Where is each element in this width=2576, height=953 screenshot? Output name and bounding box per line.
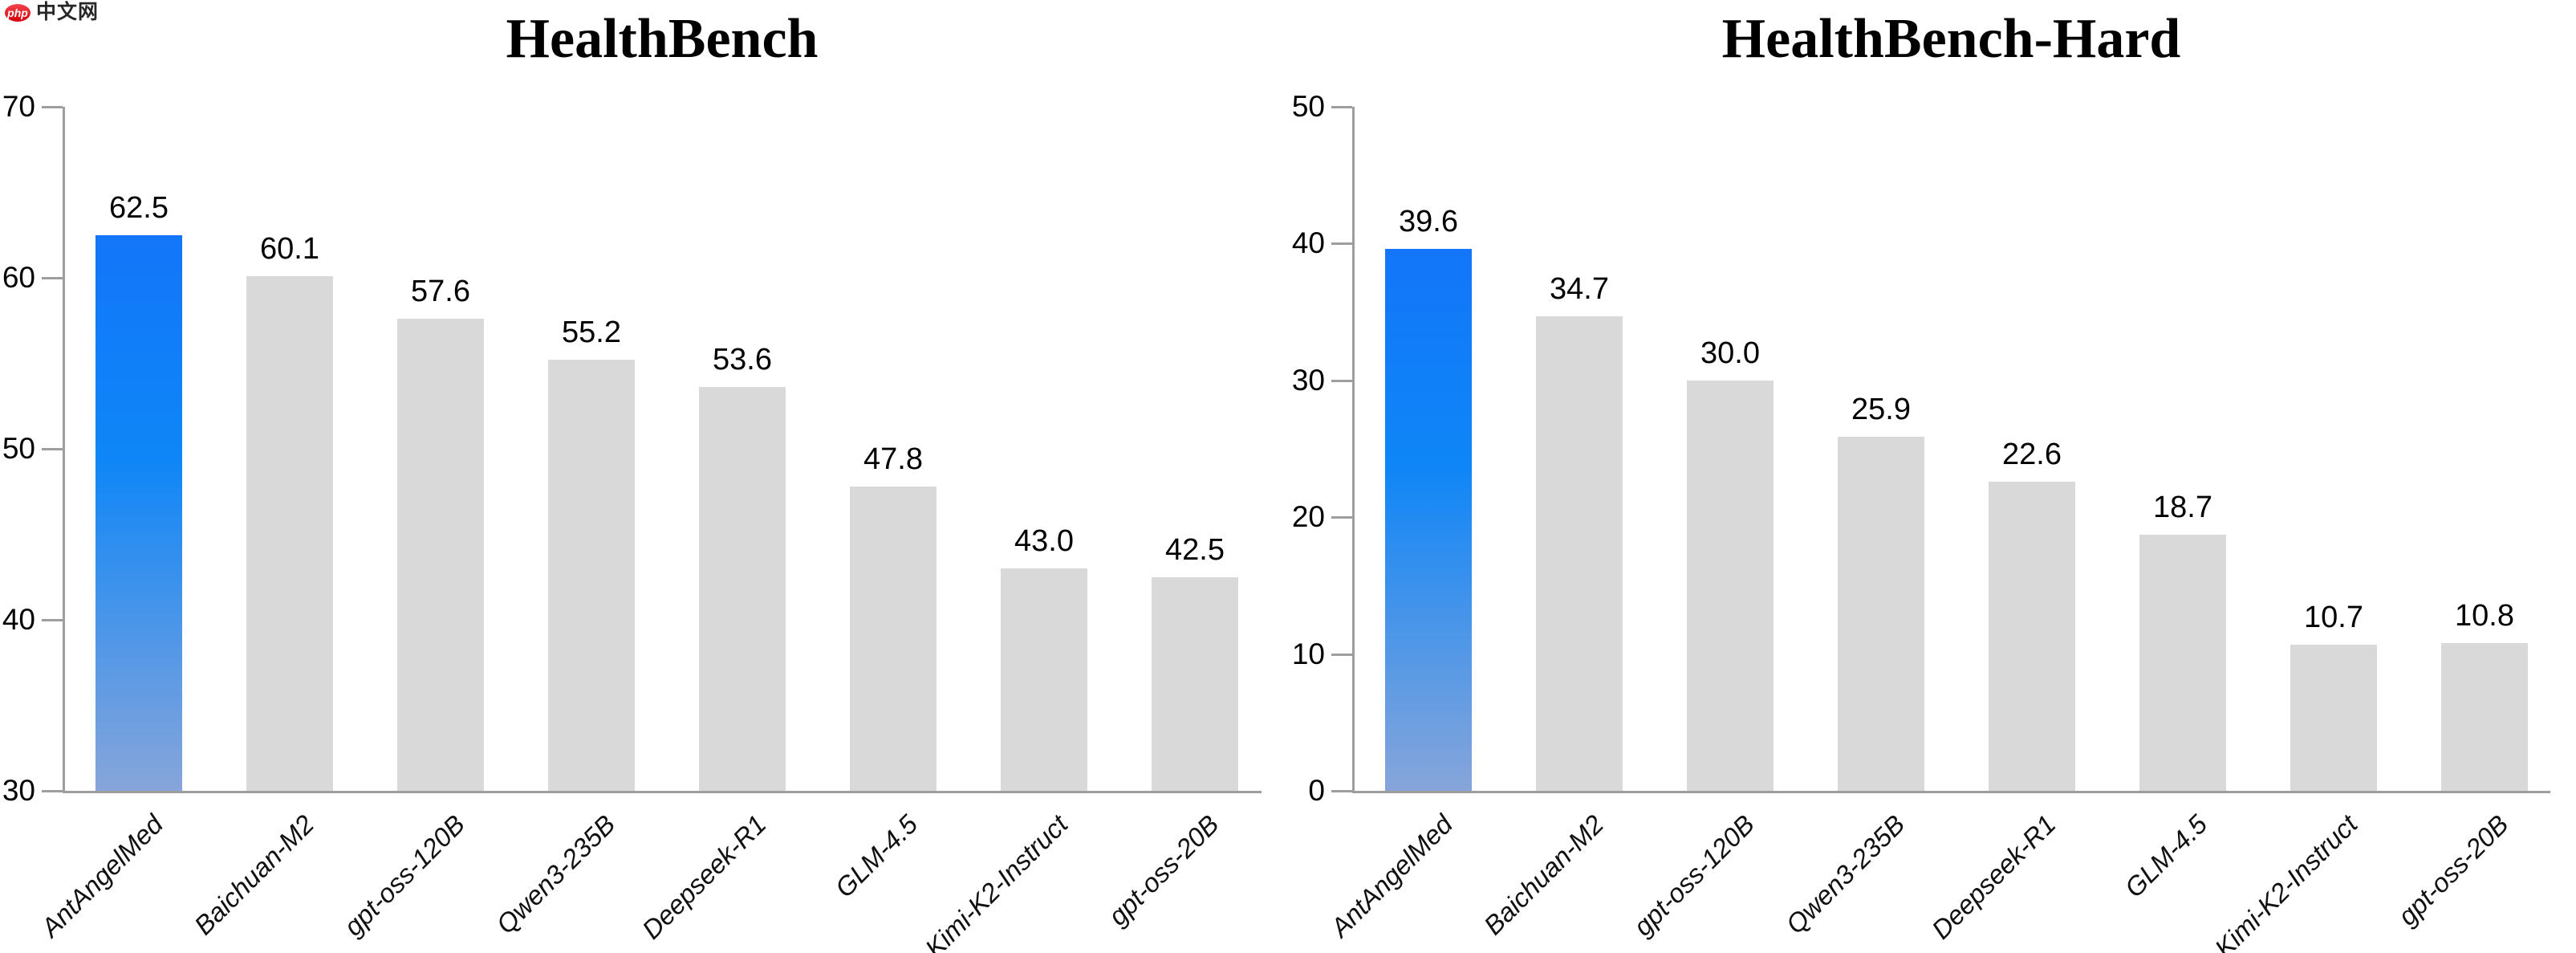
y-axis-tick-label: 0 — [1308, 774, 1325, 807]
bar-value-label: 30.0 — [1700, 336, 1760, 370]
bar-value-label: 62.5 — [109, 190, 169, 225]
bar-Baichuan-M2 — [1536, 316, 1623, 791]
bar-AntAngelMed — [95, 234, 182, 791]
bar-gpt-oss-20B — [1152, 576, 1238, 791]
bar-gpt-oss-20B — [2441, 642, 2528, 791]
bar-Deepseek-R1 — [699, 387, 786, 791]
y-axis-tick-label: 20 — [1291, 500, 1325, 534]
bar-Kimi-K2-Instruct — [1001, 568, 1087, 791]
bar-Deepseek-R1 — [1989, 481, 2075, 791]
y-axis-tick-label: 10 — [1291, 637, 1325, 670]
bar-Baichuan-M2 — [246, 275, 333, 791]
bar-GLM-4.5 — [2139, 535, 2226, 791]
bar-Qwen3-235B — [548, 360, 635, 791]
y-axis-tick — [42, 448, 63, 450]
x-axis-line — [1352, 791, 2550, 793]
bar-value-label: 25.9 — [1851, 392, 1911, 426]
bar-value-label: 53.6 — [713, 343, 772, 377]
y-axis-tick-label: 50 — [1291, 90, 1325, 123]
x-axis-label: Baichuan-M2 — [1477, 808, 1609, 941]
bar-value-label: 18.7 — [2153, 491, 2212, 525]
y-axis-tick — [1331, 379, 1352, 382]
php-logo-badge: php — [5, 3, 30, 22]
y-axis-tick — [1331, 242, 1352, 246]
bar-value-label: 57.6 — [411, 275, 470, 309]
bar-GLM-4.5 — [850, 486, 937, 791]
bar-value-label: 22.6 — [2002, 437, 2062, 471]
y-axis-tick — [42, 106, 63, 108]
bar-value-label: 39.6 — [1399, 205, 1458, 239]
bar-value-label: 10.8 — [2455, 598, 2514, 633]
bar-value-label: 55.2 — [562, 316, 621, 350]
y-axis-tick-label: 70 — [2, 90, 35, 123]
y-axis-tick — [42, 277, 63, 279]
bar-AntAngelMed — [1385, 249, 1472, 791]
x-axis-label: GLM-4.5 — [2118, 808, 2212, 903]
x-axis-label: AntAngelMed — [1324, 808, 1458, 943]
y-axis-tick — [42, 790, 63, 792]
y-axis-line — [63, 107, 65, 793]
y-axis-tick-label: 30 — [2, 774, 35, 807]
bar-value-label: 10.7 — [2304, 600, 2363, 634]
bar-Kimi-K2-Instruct — [2290, 644, 2377, 791]
y-axis-tick-label: 40 — [2, 603, 35, 636]
y-axis-tick — [1331, 106, 1352, 108]
x-axis-label: Kimi-K2-Instruct — [2208, 808, 2363, 953]
bar-gpt-oss-120B — [397, 319, 484, 791]
chart-title-healthbench-hard: HealthBench-Hard — [1721, 8, 2181, 70]
y-axis-tick-label: 40 — [1291, 226, 1325, 260]
y-axis-tick — [1331, 516, 1352, 519]
bar-value-label: 43.0 — [1014, 524, 1074, 559]
y-axis-tick — [1331, 790, 1352, 792]
bar-gpt-oss-120B — [1687, 380, 1774, 791]
x-axis-label: gpt-oss-120B — [1627, 808, 1760, 942]
bar-value-label: 34.7 — [1550, 271, 1609, 306]
bar-value-label: 47.8 — [863, 442, 923, 476]
x-axis-label: Qwen3-235B — [1780, 808, 1911, 940]
chart-title-healthbench: HealthBench — [506, 8, 819, 70]
y-axis-tick — [1331, 653, 1352, 656]
x-axis-label: gpt-oss-20B — [2391, 808, 2514, 931]
y-axis-tick — [42, 619, 63, 621]
y-axis-tick-label: 30 — [1291, 363, 1325, 397]
site-logo: php 中文网 — [5, 2, 99, 22]
x-axis-line — [63, 791, 1262, 793]
x-axis-label: Deepseek-R1 — [1926, 808, 2062, 945]
y-axis-tick-label: 60 — [2, 261, 35, 294]
y-axis-line — [1352, 107, 1355, 793]
bar-value-label: 42.5 — [1165, 532, 1225, 567]
site-logo-text: 中文网 — [36, 1, 100, 23]
bar-Qwen3-235B — [1838, 436, 1924, 791]
y-axis-tick-label: 50 — [2, 432, 35, 465]
bar-value-label: 60.1 — [260, 231, 319, 266]
